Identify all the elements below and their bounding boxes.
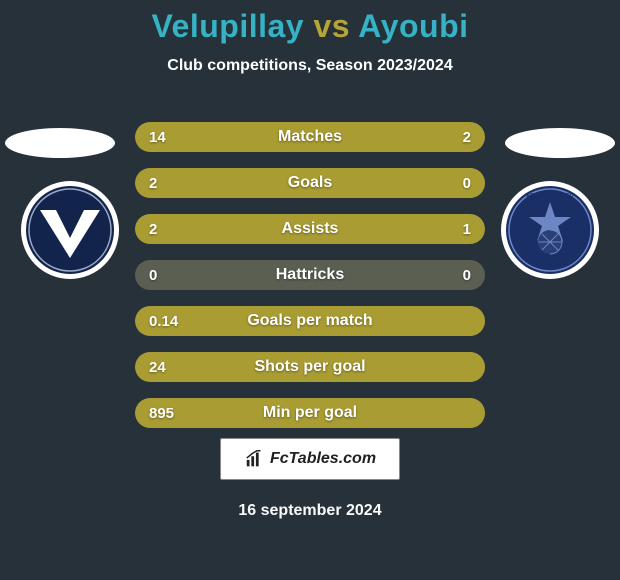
stat-label: Min per goal bbox=[135, 398, 485, 428]
stat-row: Goals2 0 bbox=[135, 168, 485, 198]
page-title: Velupillay vs Ayoubi bbox=[0, 8, 620, 45]
club-logo-left: MELBOURNE bbox=[20, 180, 120, 280]
left-ellipse-decor bbox=[5, 128, 115, 158]
club-logo-right: ADELAIDE UNITED bbox=[500, 180, 600, 280]
stat-label: Matches bbox=[135, 122, 485, 152]
brand-badge: FcTables.com bbox=[220, 438, 400, 480]
stat-value-left: 895 bbox=[149, 398, 174, 428]
stats-panel: Matches142Goals20Assists21Hattricks00Goa… bbox=[135, 122, 485, 444]
stat-value-left: 2 bbox=[149, 214, 157, 244]
right-ellipse-decor bbox=[505, 128, 615, 158]
stat-value-left: 2 bbox=[149, 168, 157, 198]
subtitle: Club competitions, Season 2023/2024 bbox=[0, 57, 620, 75]
stat-row: Min per goal895 bbox=[135, 398, 485, 428]
stat-value-left: 0 bbox=[149, 260, 157, 290]
stat-value-right: 2 bbox=[463, 122, 471, 152]
stat-row: Goals per match0.14 bbox=[135, 306, 485, 336]
stat-row: Shots per goal24 bbox=[135, 352, 485, 382]
stat-label: Goals per match bbox=[135, 306, 485, 336]
stat-row: Hattricks0 0 bbox=[135, 260, 485, 290]
stat-label: Hattricks bbox=[135, 260, 485, 290]
stat-row: Matches14 2 bbox=[135, 122, 485, 152]
stat-label: Goals bbox=[135, 168, 485, 198]
melbourne-victory-logo-icon: MELBOURNE bbox=[20, 180, 120, 280]
stat-value-left: 24 bbox=[149, 352, 166, 382]
footer-date: 16 september 2024 bbox=[0, 502, 620, 520]
title-player-2: Ayoubi bbox=[358, 8, 468, 44]
stat-label: Assists bbox=[135, 214, 485, 244]
stat-value-left: 14 bbox=[149, 122, 166, 152]
stat-row: Assists2 1 bbox=[135, 214, 485, 244]
chart-icon bbox=[244, 448, 266, 470]
title-player-1: Velupillay bbox=[151, 8, 304, 44]
stat-value-right: 0 bbox=[463, 168, 471, 198]
stat-value-left: 0.14 bbox=[149, 306, 178, 336]
stat-value-right: 0 bbox=[463, 260, 471, 290]
adelaide-united-logo-icon: ADELAIDE UNITED bbox=[500, 180, 600, 280]
brand-name: FcTables.com bbox=[270, 450, 376, 468]
svg-text:ADELAIDE UNITED: ADELAIDE UNITED bbox=[526, 193, 574, 199]
title-vs: vs bbox=[313, 8, 350, 44]
stat-value-right: 1 bbox=[463, 214, 471, 244]
comparison-infographic: Velupillay vs Ayoubi Club competitions, … bbox=[0, 0, 620, 580]
svg-text:MELBOURNE: MELBOURNE bbox=[51, 196, 90, 202]
stat-label: Shots per goal bbox=[135, 352, 485, 382]
